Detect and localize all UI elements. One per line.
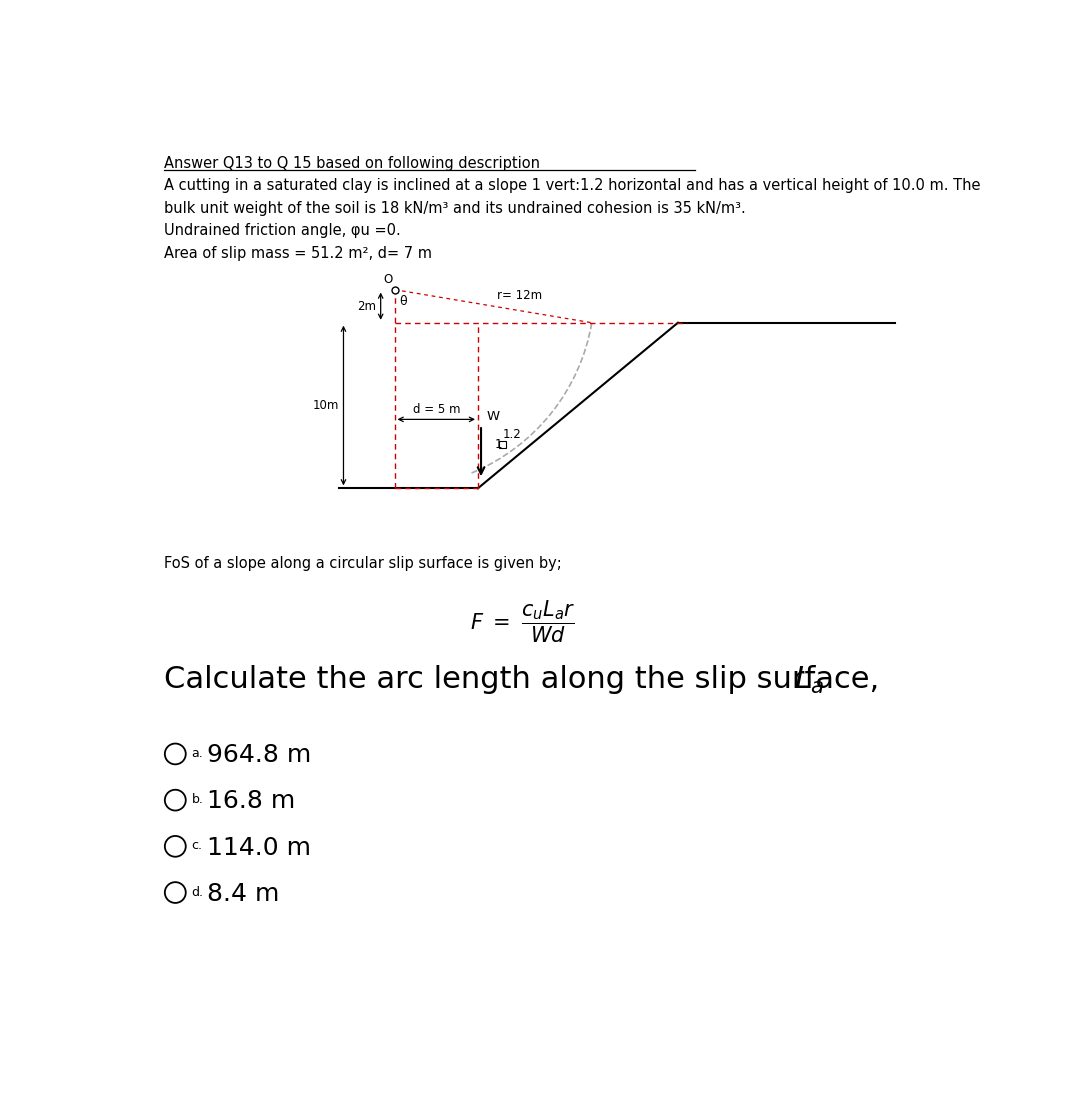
Text: A cutting in a saturated clay is inclined at a slope 1 vert:1.2 horizontal and h: A cutting in a saturated clay is incline… [164, 178, 981, 193]
Text: $F\ =\ \dfrac{c_u L_a r}{Wd}$: $F\ =\ \dfrac{c_u L_a r}{Wd}$ [470, 599, 576, 644]
Text: 1: 1 [495, 438, 502, 451]
Text: 8.4 m: 8.4 m [207, 882, 280, 905]
Text: Undrained friction angle, φu =0.: Undrained friction angle, φu =0. [164, 223, 401, 239]
Text: Area of slip mass = 51.2 m², d= 7 m: Area of slip mass = 51.2 m², d= 7 m [164, 246, 432, 261]
Text: FoS of a slope along a circular slip surface is given by;: FoS of a slope along a circular slip sur… [164, 556, 563, 571]
Text: $\mathit{L}_a$: $\mathit{L}_a$ [794, 665, 824, 697]
Text: bulk unit weight of the soil is 18 kN/m³ and its undrained cohesion is 35 kN/m³.: bulk unit weight of the soil is 18 kN/m³… [164, 201, 746, 216]
Text: 10m: 10m [312, 399, 339, 412]
Text: Calculate the arc length along the slip surface,: Calculate the arc length along the slip … [164, 665, 890, 694]
Text: O: O [383, 273, 393, 286]
Text: c.: c. [191, 840, 203, 852]
Text: b.: b. [191, 793, 203, 807]
Text: 1.2: 1.2 [502, 428, 522, 441]
Text: θ: θ [400, 296, 407, 308]
Text: d = 5 m: d = 5 m [413, 403, 460, 417]
Text: d.: d. [191, 885, 203, 899]
Text: a.: a. [191, 747, 203, 760]
Text: r= 12m: r= 12m [497, 289, 542, 301]
Text: Answer Q13 to Q 15 based on following description: Answer Q13 to Q 15 based on following de… [164, 156, 540, 171]
Text: 2m: 2m [357, 300, 376, 312]
Text: W: W [486, 410, 500, 423]
Bar [499, 441, 505, 448]
Text: 16.8 m: 16.8 m [207, 789, 295, 813]
Text: 964.8 m: 964.8 m [207, 743, 311, 768]
Text: 114.0 m: 114.0 m [207, 835, 311, 860]
